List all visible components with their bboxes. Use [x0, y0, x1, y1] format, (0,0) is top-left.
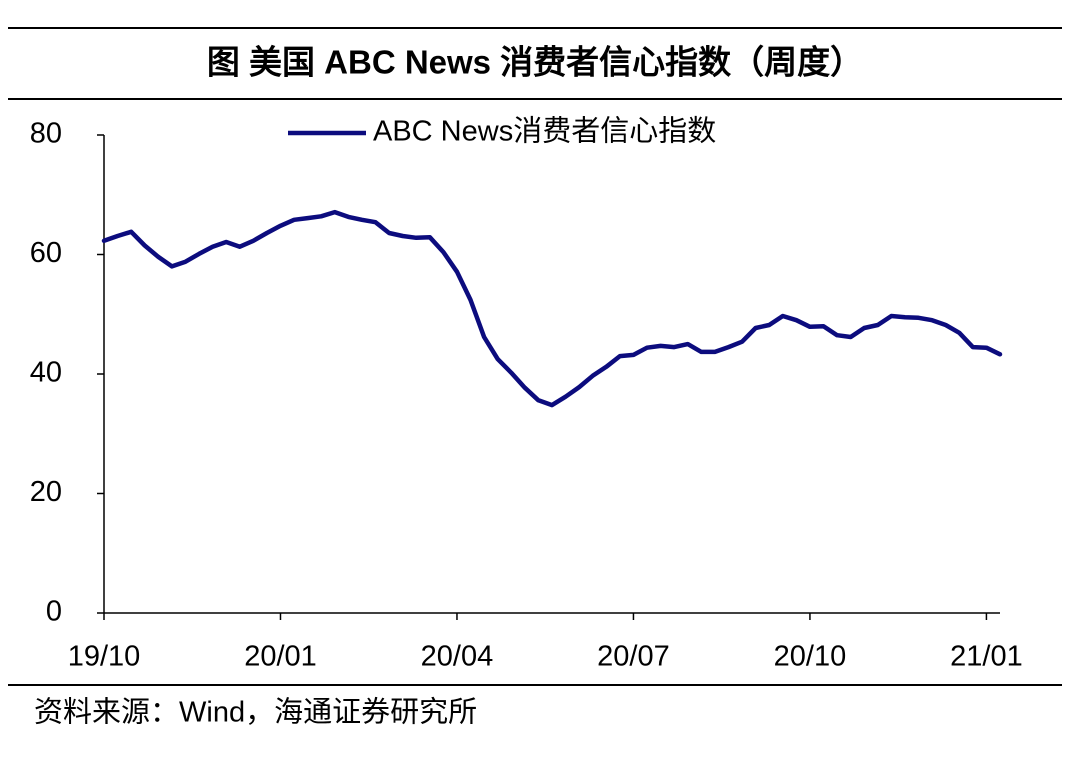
y-tick-label: 60 — [30, 237, 62, 269]
x-tick-label: 20/01 — [244, 641, 317, 673]
chart-title: 图 美国 ABC News 消费者信心指数（周度） — [207, 44, 863, 81]
legend-label: ABC News消费者信心指数 — [373, 115, 716, 148]
x-tick-label: 20/04 — [421, 641, 494, 673]
y-tick-label: 20 — [30, 476, 62, 508]
x-tick-label: 21/01 — [950, 641, 1023, 673]
x-tick-label: 20/07 — [597, 641, 670, 673]
series-line — [101, 209, 1003, 408]
y-tick-label: 40 — [30, 357, 62, 389]
y-tick-label: 0 — [46, 596, 62, 628]
source: 资料来源：Wind，海通证券研究所 — [34, 696, 477, 729]
x-tick-label: 19/10 — [68, 641, 141, 673]
y-tick-label: 80 — [30, 118, 62, 150]
x-tick-label: 20/10 — [774, 641, 847, 673]
